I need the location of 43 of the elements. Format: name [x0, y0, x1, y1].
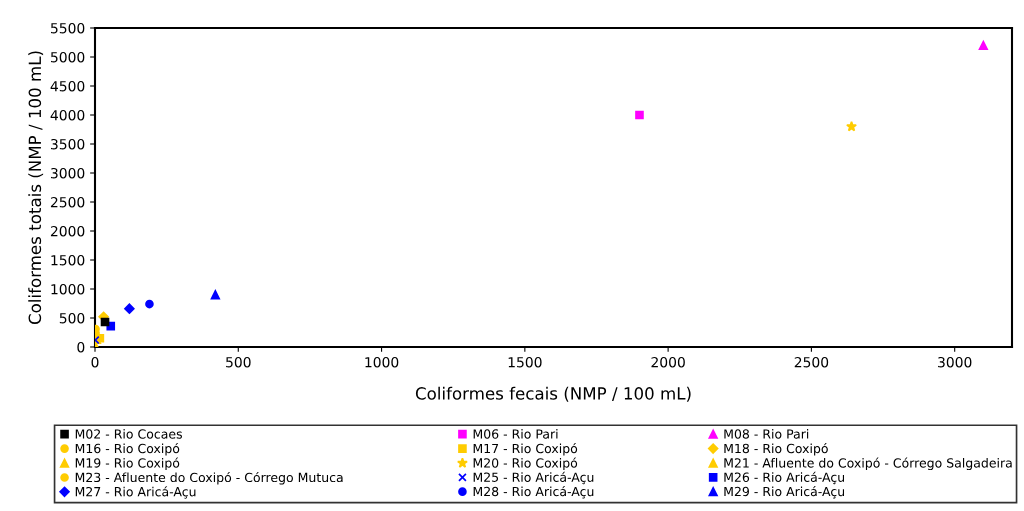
legend-label: M16 - Rio Coxipó	[75, 442, 180, 456]
y-tick-label: 5500	[51, 22, 85, 34]
legend-label: M06 - Rio Pari	[473, 429, 558, 439]
x-tick-label: 500	[226, 356, 251, 368]
legend-label: M17 - Rio Coxipó	[473, 442, 578, 456]
y-tick-label: 0	[77, 341, 85, 353]
legend-label: M25 - Rio Aricá-Açu	[473, 471, 594, 485]
legend-label: M20 - Rio Coxipó	[473, 457, 578, 471]
x-tick-label: 2500	[794, 356, 829, 368]
point	[100, 317, 110, 327]
legend-label: M19 - Rio Coxipó	[75, 457, 180, 471]
legend-label: M02 - Rio Cocaes	[75, 429, 182, 439]
x-tick-label: 2000	[651, 356, 685, 368]
legend-label: M27 - Rio Aricá-Açu	[75, 486, 196, 499]
y-tick-label: 4500	[50, 80, 85, 92]
legend-label: M18 - Rio Coxipó	[724, 442, 828, 456]
x-tick-label: 0	[91, 356, 99, 368]
point	[635, 110, 644, 120]
legend-label: M08 - Rio Pari	[724, 429, 809, 439]
y-tick-label: 5000	[51, 51, 85, 63]
x-tick-label: 1000	[365, 356, 399, 368]
point	[145, 299, 154, 309]
y-tick-label: 1500	[51, 254, 85, 266]
y-tick-label: 4000	[50, 109, 85, 121]
y-tick-label: 500	[59, 312, 85, 324]
legend-label: M26 - Rio Aricá-Açu	[724, 471, 845, 485]
y-axis-title: Coliformes totais (NMP / 100 mL)	[28, 51, 44, 325]
legend-label: M29 - Rio Aricá-Açu	[724, 486, 845, 499]
y-tick-label: 2500	[50, 196, 85, 208]
x-tick-label: 1500	[508, 356, 542, 368]
legend-label: M28 - Rio Aricá-Açu	[473, 486, 594, 499]
point	[846, 120, 857, 132]
point	[124, 303, 135, 314]
x-tick-label: 3000	[938, 356, 972, 368]
y-tick-label: 3500	[50, 138, 85, 150]
legend-label: M23 - Afluente do Coxipó - Córrego Mutuca	[75, 471, 343, 485]
y-tick-label: 3000	[50, 167, 85, 179]
legend-label: M21 - Afluente do Coxipó - Córrego Salgadeira	[724, 457, 1012, 471]
y-tick-label: 2000	[50, 225, 85, 237]
y-tick-label: 1000	[51, 283, 85, 295]
point	[978, 40, 988, 51]
point	[210, 290, 221, 300]
x-axis-title: Coliformes fecais (NMP / 100 mL)	[415, 386, 691, 402]
